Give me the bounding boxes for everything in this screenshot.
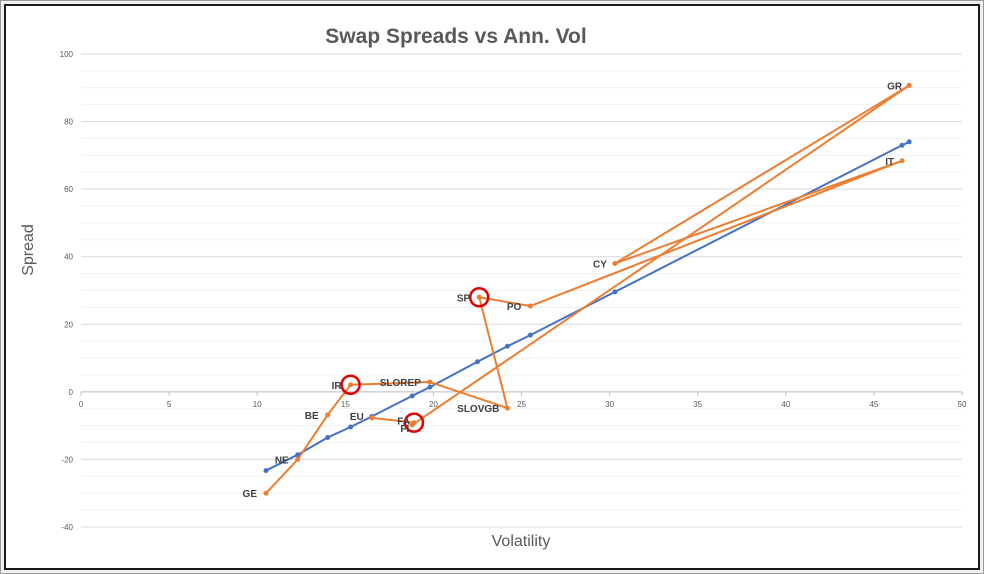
point-label: FA <box>397 417 410 428</box>
actual-point <box>411 420 417 426</box>
point-label: IR <box>332 381 343 392</box>
point-label: SLOREP <box>380 378 421 389</box>
point-label: PO <box>507 302 522 313</box>
actual-point <box>369 415 375 421</box>
x-tick-label: 50 <box>958 400 967 409</box>
actual-line <box>265 84 911 494</box>
x-tick-label: 20 <box>429 400 438 409</box>
point-label: EU <box>350 412 364 423</box>
x-tick-label: 10 <box>253 400 262 409</box>
point-label: FI <box>400 424 409 435</box>
fitted-point <box>899 142 905 148</box>
x-tick-label: 15 <box>341 400 350 409</box>
point-label: IT <box>885 157 894 168</box>
point-label: SP <box>457 293 471 304</box>
fitted-point <box>527 332 533 338</box>
fitted-point <box>906 139 912 145</box>
fitted-point <box>474 359 480 365</box>
point-label: GR <box>887 81 903 92</box>
actual-point <box>612 260 618 266</box>
x-tick-label: 5 <box>167 400 172 409</box>
x-tick-label: 35 <box>693 400 702 409</box>
fitted-point <box>325 434 331 440</box>
actual-point <box>325 412 331 418</box>
series-fitted <box>263 139 912 474</box>
x-tick-label: 40 <box>781 400 790 409</box>
actual-point <box>427 379 433 385</box>
actual-point <box>899 158 905 164</box>
actual-point <box>476 294 482 300</box>
x-tick-label: 0 <box>79 400 84 409</box>
point-label: BE <box>305 411 319 422</box>
actual-point <box>263 490 269 496</box>
actual-point <box>504 405 510 411</box>
y-axis-title: Spread <box>20 224 37 276</box>
axes <box>80 391 963 396</box>
highlight-circle <box>403 412 425 433</box>
y-tick-label: 40 <box>64 253 73 262</box>
fitted-point <box>612 289 618 295</box>
fitted-point <box>409 393 415 399</box>
fitted-point <box>348 424 354 430</box>
y-tick-label: 80 <box>64 118 73 127</box>
y-tick-label: 60 <box>64 185 73 194</box>
x-tick-labels: 0 5 10 15 20 25 30 35 40 45 50 <box>79 400 967 409</box>
x-tick-label: 30 <box>605 400 614 409</box>
y-tick-label: 0 <box>69 388 74 397</box>
highlight-circle <box>340 374 361 396</box>
x-tick-label: 25 <box>517 400 526 409</box>
x-tick-label: 45 <box>869 400 878 409</box>
point-label: CY <box>593 259 607 270</box>
fitted-point <box>263 468 269 474</box>
actual-point <box>295 456 301 462</box>
fitted-point <box>504 343 510 349</box>
y-tick-label: 100 <box>60 50 74 59</box>
y-tick-label: -40 <box>61 523 73 532</box>
y-tick-labels: -40 -20 0 20 40 60 80 100 <box>60 50 74 532</box>
series-actual <box>263 82 912 496</box>
fitted-point <box>427 384 433 390</box>
gridlines <box>81 53 962 528</box>
point-label: SLOVGB <box>457 404 499 415</box>
highlight-circle <box>468 287 490 308</box>
point-label: NE <box>275 455 289 466</box>
actual-point <box>906 82 912 88</box>
highlight-circles <box>340 287 490 433</box>
chart-title: Swap Spreads vs Ann. Vol <box>325 25 586 48</box>
y-tick-label: -20 <box>61 455 73 464</box>
y-tick-label: 20 <box>64 320 73 329</box>
actual-point <box>527 303 533 309</box>
actual-point <box>348 382 354 388</box>
x-axis-title: Volatility <box>492 533 551 550</box>
point-label: GE <box>243 489 258 500</box>
chart-area[interactable] <box>4 4 980 570</box>
